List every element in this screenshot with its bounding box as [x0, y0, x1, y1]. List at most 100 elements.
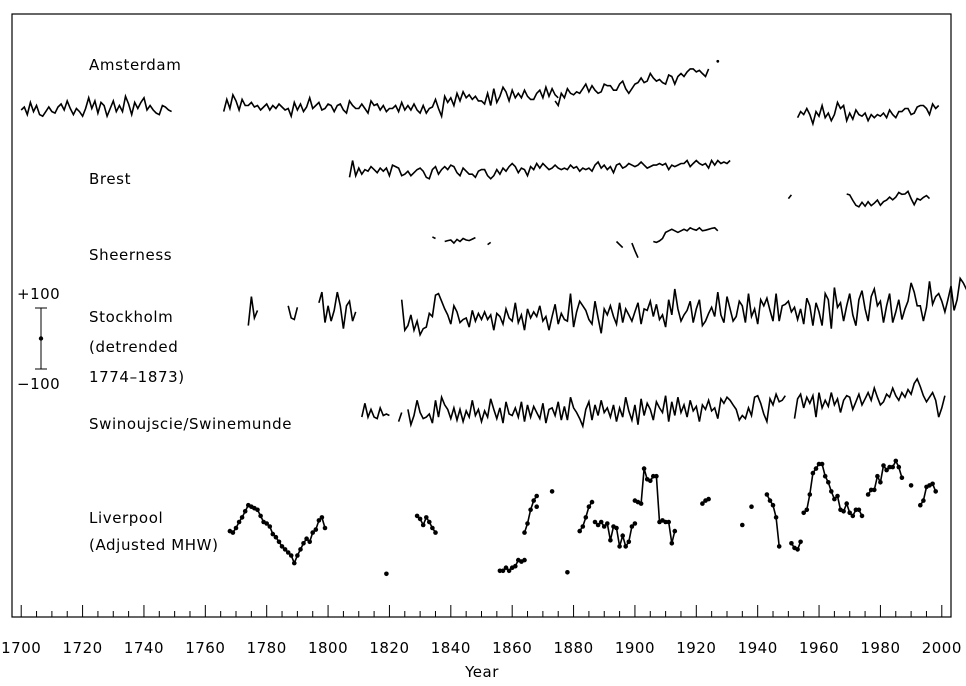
series-point-liverpool — [279, 544, 285, 549]
series-point-liverpool — [899, 475, 905, 481]
x-tick-label: 1700 — [1, 639, 41, 657]
series-segment-sheerness — [444, 236, 476, 245]
series-point-liverpool — [282, 547, 288, 552]
series-point-liverpool — [844, 501, 849, 506]
series-label-liverpool: Liverpool — [89, 509, 163, 527]
series-point-liverpool — [893, 458, 899, 464]
x-axis-label: Year — [464, 663, 499, 681]
series-sheerness — [432, 226, 719, 259]
series-point-liverpool — [632, 521, 638, 526]
series-segment-brest — [846, 189, 931, 208]
series-point-liverpool — [417, 516, 423, 522]
series-point-liverpool — [835, 493, 840, 499]
series-point-liverpool — [930, 481, 935, 487]
series-point-liverpool — [617, 544, 622, 549]
series-point-liverpool — [592, 519, 598, 525]
series-point-liverpool — [841, 509, 846, 514]
series-segment-stockholm — [287, 305, 299, 321]
series-point-liverpool — [288, 553, 294, 558]
series-point-liverpool — [276, 539, 282, 545]
series-point-liverpool — [654, 473, 659, 479]
series-point-liverpool — [614, 525, 619, 531]
series-point-liverpool — [292, 560, 297, 566]
series-point-liverpool — [304, 536, 309, 541]
series-point-liverpool — [598, 519, 604, 525]
series-segment-stockholm — [400, 276, 966, 338]
series-point-liverpool — [522, 557, 527, 563]
series-point-liverpool — [641, 466, 647, 471]
series-point-liverpool — [233, 525, 239, 531]
series-point-liverpool — [319, 515, 325, 520]
series-point-liverpool — [884, 467, 889, 473]
x-tick-label: 1860 — [492, 639, 532, 657]
series-point-liverpool — [500, 568, 506, 574]
series-label-sheerness: Sheerness — [89, 246, 172, 264]
series-point-liverpool — [414, 513, 420, 519]
series-point-liverpool — [589, 499, 595, 505]
series-point-liverpool — [623, 544, 628, 549]
scale-bar-bottom-label: −100 — [17, 375, 60, 393]
series-point-liverpool — [813, 466, 819, 471]
series-point-liverpool — [267, 524, 273, 529]
x-tick-label: 1920 — [676, 639, 716, 657]
series-segment-amsterdam — [20, 93, 172, 119]
series-point-liverpool — [531, 498, 536, 503]
series-point-liverpool — [424, 515, 429, 520]
series-segment-liverpool — [229, 504, 326, 566]
series-point-liverpool — [706, 496, 711, 502]
series-lines — [20, 59, 966, 577]
series-point-liverpool — [583, 515, 589, 520]
series-point-liverpool — [534, 493, 539, 499]
series-point-liverpool — [918, 502, 923, 508]
series-label-amsterdam: Amsterdam — [89, 56, 181, 74]
x-tick-label: 1940 — [738, 639, 778, 657]
series-point-liverpool — [565, 570, 570, 575]
series-point-liverpool — [819, 461, 825, 467]
series-point-liverpool — [534, 504, 539, 510]
x-tick-label: 1740 — [124, 639, 164, 657]
series-point-liverpool — [285, 550, 291, 555]
series-segment-sheerness — [631, 242, 639, 259]
series-point-liverpool — [230, 530, 236, 535]
series-point-liverpool — [273, 534, 279, 540]
series-point-liverpool — [875, 473, 880, 479]
series-point-liverpool — [767, 498, 773, 503]
series-point-liverpool — [522, 530, 527, 535]
scale-bar-midpoint — [38, 336, 44, 341]
series-point-liverpool — [549, 489, 555, 494]
series-point-liverpool — [740, 522, 745, 528]
series-point-liverpool — [669, 541, 675, 546]
series-label-stockholm: 1774–1873) — [89, 368, 185, 386]
series-point-liverpool — [638, 501, 644, 506]
series-point-liverpool — [700, 501, 705, 506]
series-point-liverpool — [295, 553, 300, 558]
series-point-liverpool — [258, 513, 263, 519]
series-point-liverpool — [236, 519, 242, 525]
x-tick-label: 1720 — [62, 639, 102, 657]
series-segment-sheerness — [615, 240, 624, 249]
series-segment-amsterdam — [554, 68, 710, 108]
series-point-liverpool — [921, 498, 926, 503]
series-segment-swinoujscie-swinemunde — [793, 377, 946, 419]
series-brest — [348, 158, 931, 208]
series-point-liverpool — [822, 473, 828, 479]
series-point-liverpool — [749, 504, 754, 510]
series-point-liverpool — [801, 510, 806, 516]
series-point-liverpool — [301, 541, 306, 546]
series-point-liverpool — [595, 522, 601, 528]
series-point-liverpool — [850, 513, 856, 519]
x-tick-label: 1760 — [185, 639, 225, 657]
series-point-liverpool — [847, 510, 852, 516]
x-tick-label: 1980 — [860, 639, 900, 657]
series-point-liverpool — [672, 528, 678, 534]
series-point-liverpool — [313, 527, 319, 532]
series-point-liverpool — [427, 519, 432, 525]
series-point-liverpool — [764, 492, 770, 497]
x-tick-label: 1880 — [553, 639, 593, 657]
series-point-liverpool — [859, 513, 865, 519]
x-tick-label: 1820 — [369, 639, 409, 657]
series-point-liverpool — [506, 568, 512, 574]
series-point-liverpool — [872, 487, 877, 493]
series-point-liverpool — [810, 470, 816, 476]
series-segment-brest — [787, 194, 793, 200]
